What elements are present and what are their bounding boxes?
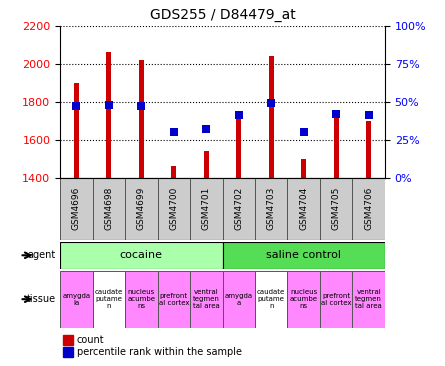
Text: GSM4706: GSM4706 <box>364 187 373 230</box>
FancyBboxPatch shape <box>60 178 93 240</box>
Bar <box>106 52 111 178</box>
Point <box>105 102 113 108</box>
FancyBboxPatch shape <box>158 271 190 328</box>
Point <box>73 103 80 109</box>
FancyBboxPatch shape <box>125 271 158 328</box>
FancyBboxPatch shape <box>158 178 190 240</box>
Text: GSM4700: GSM4700 <box>169 187 178 230</box>
FancyBboxPatch shape <box>93 178 125 240</box>
FancyBboxPatch shape <box>320 271 352 328</box>
Point <box>365 112 372 118</box>
FancyBboxPatch shape <box>255 178 287 240</box>
FancyBboxPatch shape <box>190 271 222 328</box>
Point <box>203 126 210 132</box>
Bar <box>204 151 209 178</box>
Text: cocaine: cocaine <box>120 250 163 260</box>
Legend: count, percentile rank within the sample: count, percentile rank within the sample <box>65 335 242 358</box>
Text: nucleus
acumbe
ns: nucleus acumbe ns <box>127 289 155 309</box>
FancyBboxPatch shape <box>287 178 320 240</box>
FancyBboxPatch shape <box>222 178 255 240</box>
Text: GSM4702: GSM4702 <box>234 187 243 230</box>
FancyBboxPatch shape <box>60 271 93 328</box>
Bar <box>301 158 306 178</box>
Text: GSM4698: GSM4698 <box>104 187 113 230</box>
FancyBboxPatch shape <box>352 178 385 240</box>
Text: GSM4701: GSM4701 <box>202 187 211 230</box>
FancyBboxPatch shape <box>320 178 352 240</box>
FancyBboxPatch shape <box>255 271 287 328</box>
Text: ventral
tegmen
tal area: ventral tegmen tal area <box>193 289 220 309</box>
Text: nucleus
acumbe
ns: nucleus acumbe ns <box>290 289 318 309</box>
Point <box>300 129 307 135</box>
FancyBboxPatch shape <box>93 271 125 328</box>
Bar <box>236 117 241 178</box>
Text: saline control: saline control <box>266 250 341 260</box>
FancyBboxPatch shape <box>287 271 320 328</box>
FancyBboxPatch shape <box>125 178 158 240</box>
Text: amygda
a: amygda a <box>225 293 253 306</box>
Title: GDS255 / D84479_at: GDS255 / D84479_at <box>150 8 295 22</box>
Text: GSM4705: GSM4705 <box>332 187 341 230</box>
Point <box>235 112 243 118</box>
Text: tissue: tissue <box>27 294 56 304</box>
FancyBboxPatch shape <box>190 178 222 240</box>
Point <box>170 129 178 135</box>
FancyBboxPatch shape <box>352 271 385 328</box>
Text: prefront
al cortex: prefront al cortex <box>158 293 189 306</box>
Bar <box>269 56 274 178</box>
Point <box>333 111 340 117</box>
Text: ventral
tegmen
tal area: ventral tegmen tal area <box>355 289 382 309</box>
FancyBboxPatch shape <box>60 242 222 269</box>
Point <box>138 103 145 109</box>
Text: caudate
putame
n: caudate putame n <box>257 289 285 309</box>
Bar <box>334 117 339 178</box>
Bar <box>171 166 176 178</box>
FancyBboxPatch shape <box>222 242 385 269</box>
Bar <box>366 120 371 178</box>
Text: GSM4703: GSM4703 <box>267 187 276 230</box>
Point <box>268 100 275 106</box>
Text: prefront
al cortex: prefront al cortex <box>321 293 352 306</box>
Text: GSM4699: GSM4699 <box>137 187 146 230</box>
Text: GSM4696: GSM4696 <box>72 187 81 230</box>
FancyBboxPatch shape <box>222 271 255 328</box>
Text: GSM4704: GSM4704 <box>299 187 308 230</box>
Text: caudate
putame
n: caudate putame n <box>95 289 123 309</box>
Text: agent: agent <box>28 250 56 260</box>
Text: amygda
la: amygda la <box>62 293 90 306</box>
Bar <box>74 83 79 178</box>
Bar <box>139 60 144 178</box>
